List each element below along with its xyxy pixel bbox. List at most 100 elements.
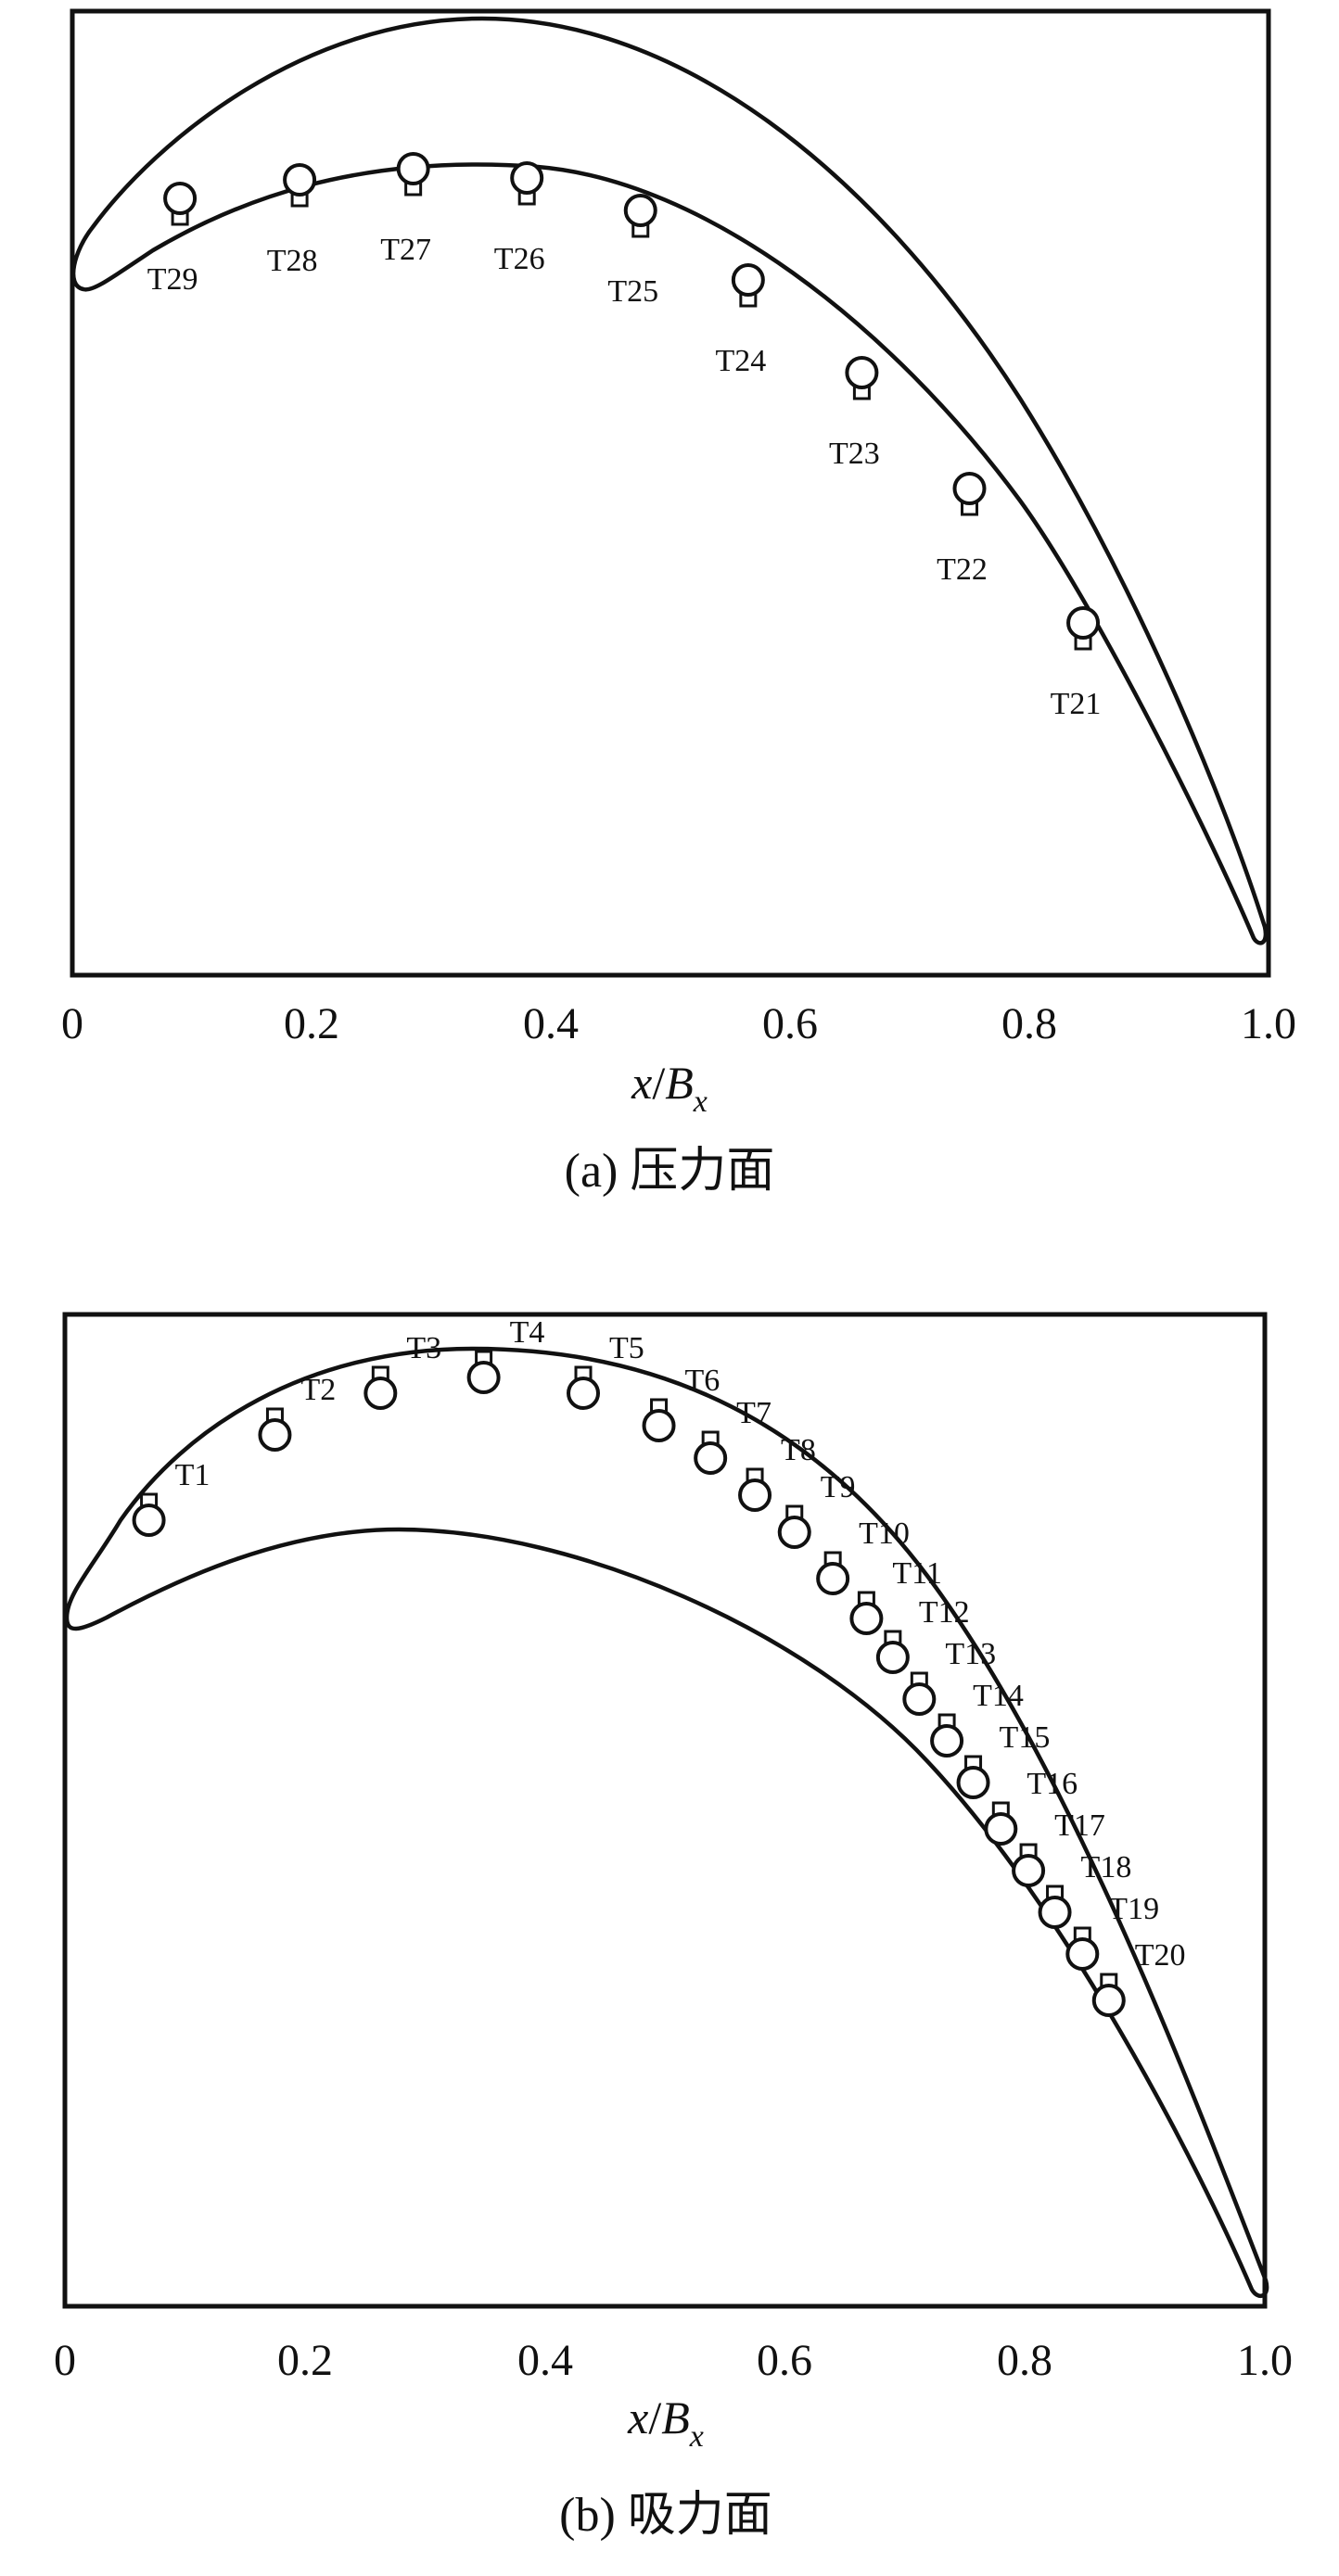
probe-label: T22 <box>937 552 988 587</box>
panel-a-frame <box>70 8 1271 978</box>
panel-a-probe-t28: T28 <box>267 163 318 278</box>
probe-label: T15 <box>1000 1720 1051 1755</box>
probe-label: T8 <box>781 1433 816 1467</box>
panel-a-probe-t24: T24 <box>715 263 766 378</box>
probe-marker <box>738 1478 772 1512</box>
panel-a-probe-t25: T25 <box>607 194 658 309</box>
probe-label: T3 <box>406 1331 441 1365</box>
probe-label: T14 <box>973 1679 1024 1713</box>
probe-marker <box>1091 1984 1126 2017</box>
probe-label: T10 <box>859 1516 910 1551</box>
probe-label: T23 <box>829 437 880 471</box>
panel-a-tick-2: 0.4 <box>523 999 579 1048</box>
probe-marker <box>984 1812 1018 1846</box>
panel-a-probe-t21: T21 <box>1051 606 1102 721</box>
panel-b-probe-t14: T14 <box>930 1679 1024 1758</box>
probe-marker <box>956 1766 990 1799</box>
probe-label: T28 <box>267 244 318 278</box>
panel-a-probe-t22: T22 <box>937 472 988 587</box>
probe-marker <box>258 1418 292 1452</box>
probe-marker <box>845 356 879 389</box>
panel-a: T29 T28 T27 T26 T25 T24 T23 T22 T21 0 0.2 0.4 0.… <box>61 8 1296 1198</box>
panel-b-probe-t12: T12 <box>875 1595 970 1674</box>
probe-marker <box>816 1562 850 1595</box>
probe-marker <box>1038 1896 1072 1929</box>
panel-b-tick-5: 1.0 <box>1237 2336 1293 2385</box>
probe-label: T13 <box>945 1637 996 1671</box>
panel-b-probe-t2: T2 <box>258 1373 336 1452</box>
probe-marker <box>902 1682 937 1716</box>
panel-b-probe-t5: T5 <box>567 1331 644 1410</box>
probe-marker <box>875 1641 910 1674</box>
probe-label: T27 <box>380 233 431 267</box>
panel-b-tick-0: 0 <box>54 2336 76 2385</box>
panel-b-probe-t17: T17 <box>1012 1808 1105 1887</box>
panel-a-tick-0: 0 <box>61 999 83 1048</box>
probe-marker <box>510 161 544 195</box>
panel-b-probe-t10: T10 <box>816 1516 910 1595</box>
panel-b-x-axis-label: x/Bx <box>627 2392 704 2454</box>
panel-b-probe-t11: T11 <box>849 1556 942 1635</box>
panel-a-probe-t29: T29 <box>147 182 198 297</box>
probe-label: T1 <box>175 1458 210 1492</box>
panel-b-caption: (b) 吸力面 <box>559 2489 772 2542</box>
probe-label: T9 <box>821 1470 856 1504</box>
panel-a-x-axis-label: x/Bx <box>631 1057 708 1119</box>
panel-a-tick-5: 1.0 <box>1241 999 1296 1048</box>
probe-label: T16 <box>1027 1767 1078 1801</box>
panel-a-tick-4: 0.8 <box>1001 999 1057 1048</box>
panel-b-probe-t4: T4 <box>466 1315 544 1394</box>
probe-marker <box>283 163 317 197</box>
probe-marker <box>1065 1937 1100 1971</box>
panel-b-probe-t18: T18 <box>1038 1850 1132 1929</box>
panel-b-probe-t13: T13 <box>902 1637 996 1716</box>
panel-a-probe-t27: T27 <box>380 152 431 267</box>
probe-marker <box>777 1516 811 1549</box>
probe-label: T20 <box>1135 1938 1186 1973</box>
probe-label: T6 <box>685 1364 721 1398</box>
probe-label: T11 <box>892 1556 942 1591</box>
panel-a-x-axis: 0 0.2 0.4 0.6 0.8 1.0 <box>61 999 1296 1048</box>
probe-marker <box>642 1409 676 1442</box>
probe-label: T5 <box>609 1331 644 1365</box>
probe-label: T25 <box>607 274 658 309</box>
panel-a-blade-outline <box>70 16 1269 945</box>
panel-a-probes: T29 T28 T27 T26 T25 T24 T23 T22 T21 <box>147 152 1102 721</box>
probe-marker <box>163 182 198 215</box>
probe-marker <box>132 1504 166 1537</box>
panel-b-x-axis: 0 0.2 0.4 0.6 0.8 1.0 <box>54 2336 1293 2385</box>
panel-b-probe-t19: T19 <box>1065 1892 1159 1971</box>
panel-b-probe-t15: T15 <box>956 1720 1051 1799</box>
probe-label: T7 <box>736 1396 772 1430</box>
probe-marker <box>1066 606 1101 640</box>
panel-b-probe-t6: T6 <box>642 1364 721 1442</box>
panel-b-probe-t7: T7 <box>694 1396 772 1475</box>
probe-label: T2 <box>300 1373 336 1407</box>
probe-label: T17 <box>1054 1808 1105 1843</box>
probe-marker <box>623 194 657 227</box>
probe-label: T24 <box>715 344 766 378</box>
panel-b-probe-t9: T9 <box>777 1470 856 1549</box>
probe-label: T12 <box>919 1595 970 1630</box>
probe-marker <box>952 472 987 505</box>
panel-b-blade-outline <box>64 1346 1269 2299</box>
panel-a-caption: (a) 压力面 <box>565 1145 775 1198</box>
panel-a-tick-1: 0.2 <box>284 999 339 1048</box>
panel-b-probe-t20: T20 <box>1091 1938 1186 2017</box>
probe-marker <box>694 1441 728 1475</box>
panel-b-frame <box>62 1312 1268 2309</box>
probe-marker <box>396 152 430 185</box>
probe-marker <box>731 263 765 297</box>
panel-b-tick-2: 0.4 <box>517 2336 573 2385</box>
panel-a-tick-3: 0.6 <box>762 999 818 1048</box>
probe-marker <box>567 1377 601 1410</box>
probe-marker <box>1012 1854 1046 1887</box>
probe-label: T21 <box>1051 687 1102 721</box>
panel-a-probe-t26: T26 <box>494 161 545 276</box>
panel-b-probe-t3: T3 <box>363 1331 441 1410</box>
probe-label: T18 <box>1081 1850 1132 1884</box>
panel-b-probe-t8: T8 <box>738 1433 816 1512</box>
